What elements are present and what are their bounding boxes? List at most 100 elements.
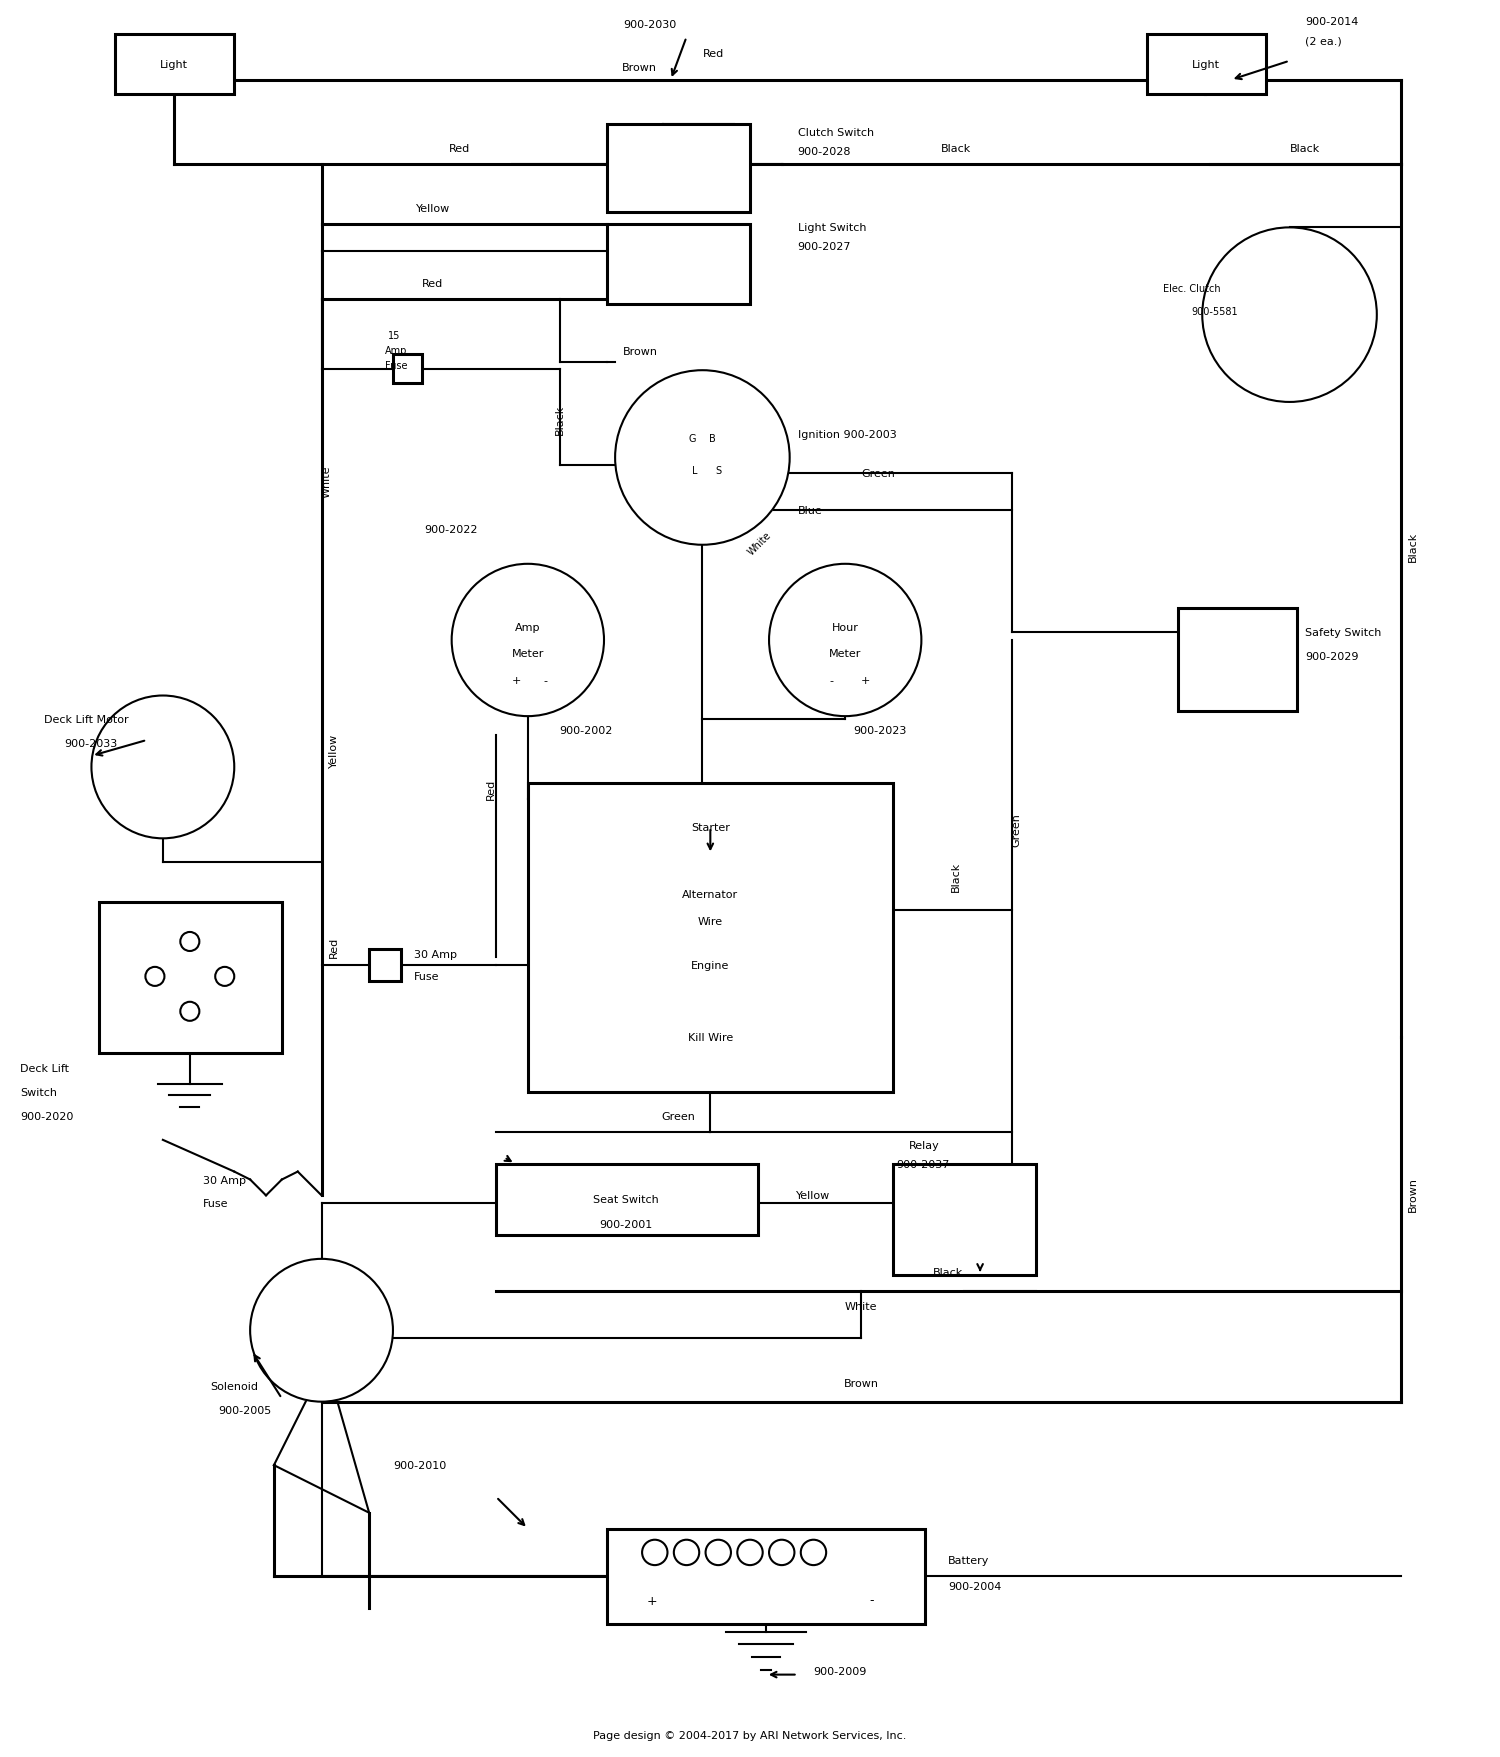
Text: Relay: Relay: [909, 1140, 939, 1149]
Text: Meter: Meter: [512, 648, 544, 659]
Circle shape: [801, 1539, 826, 1565]
Text: 900-2014: 900-2014: [1305, 18, 1359, 26]
Text: Black: Black: [555, 404, 564, 434]
Text: +: +: [861, 675, 870, 685]
Text: Ignition 900-2003: Ignition 900-2003: [798, 429, 897, 439]
Text: Yellow: Yellow: [796, 1191, 831, 1200]
Text: Wire: Wire: [698, 917, 723, 926]
Text: Black: Black: [933, 1267, 963, 1277]
Text: 900-2004: 900-2004: [948, 1581, 1002, 1590]
Text: 30 Amp: 30 Amp: [414, 949, 456, 959]
Text: 900-2037: 900-2037: [896, 1160, 950, 1168]
Circle shape: [180, 1001, 200, 1021]
Text: Black: Black: [1290, 144, 1320, 155]
Text: Brown: Brown: [621, 63, 657, 74]
Text: -: -: [868, 1594, 873, 1606]
Bar: [608, 225, 750, 304]
Text: Light: Light: [1191, 60, 1219, 70]
Text: G    B: G B: [688, 434, 715, 445]
Bar: [369, 951, 400, 982]
Bar: [608, 125, 750, 213]
Circle shape: [738, 1539, 762, 1565]
Text: Red: Red: [486, 778, 496, 799]
Text: Fuse: Fuse: [386, 362, 408, 371]
Circle shape: [642, 1539, 668, 1565]
Text: -: -: [830, 675, 834, 685]
Text: 900-5581: 900-5581: [1191, 307, 1237, 318]
Text: Hour: Hour: [833, 624, 858, 633]
Text: Black: Black: [951, 861, 962, 891]
Text: 900-2029: 900-2029: [1305, 652, 1359, 661]
Text: Seat Switch: Seat Switch: [594, 1193, 658, 1204]
Text: Red: Red: [422, 279, 442, 288]
Text: Engine: Engine: [692, 961, 729, 970]
Text: 15: 15: [388, 330, 400, 341]
Text: Starter: Starter: [692, 822, 730, 833]
Text: Brown: Brown: [843, 1377, 879, 1388]
Circle shape: [92, 696, 234, 838]
Circle shape: [180, 933, 200, 952]
Bar: [892, 1163, 1035, 1276]
Bar: [528, 784, 892, 1093]
Text: Black: Black: [940, 144, 972, 155]
Text: +: +: [646, 1594, 657, 1606]
Text: Page design © 2004-2017 by ARI Network Services, Inc.: Page design © 2004-2017 by ARI Network S…: [594, 1731, 906, 1739]
Circle shape: [674, 1539, 699, 1565]
Text: 30 Amp: 30 Amp: [202, 1175, 246, 1184]
Circle shape: [452, 564, 604, 717]
Bar: [99, 903, 282, 1052]
Text: 900-2002: 900-2002: [560, 726, 614, 736]
Bar: [1146, 35, 1266, 95]
Text: Fuse: Fuse: [414, 972, 440, 982]
Text: (2 ea.): (2 ea.): [1305, 37, 1342, 46]
Text: Meter: Meter: [830, 648, 861, 659]
Circle shape: [214, 968, 234, 986]
Text: Light Switch: Light Switch: [798, 223, 865, 234]
Text: 900-2023: 900-2023: [853, 726, 906, 736]
Text: Black: Black: [1408, 531, 1419, 560]
Text: Solenoid: Solenoid: [210, 1381, 258, 1392]
Text: Clutch Switch: Clutch Switch: [798, 128, 873, 139]
Text: 900-2009: 900-2009: [813, 1666, 867, 1676]
Text: Yellow: Yellow: [328, 733, 339, 768]
Circle shape: [1203, 228, 1377, 402]
Text: 900-2020: 900-2020: [20, 1112, 74, 1121]
Text: Red: Red: [448, 144, 470, 155]
Bar: [1179, 610, 1298, 712]
Circle shape: [770, 1539, 795, 1565]
Text: 900-2028: 900-2028: [798, 148, 850, 156]
Text: Battery: Battery: [948, 1555, 990, 1565]
Text: Elec. Clutch: Elec. Clutch: [1162, 283, 1220, 293]
Text: Red: Red: [328, 936, 339, 958]
Circle shape: [251, 1260, 393, 1402]
Circle shape: [615, 371, 789, 545]
Text: 900-2030: 900-2030: [622, 21, 676, 30]
Circle shape: [146, 968, 165, 986]
Text: 900-2005: 900-2005: [219, 1406, 272, 1414]
Text: Amp: Amp: [514, 624, 540, 633]
Text: 900-2001: 900-2001: [600, 1219, 652, 1230]
Text: Brown: Brown: [622, 346, 658, 357]
Text: 900-2022: 900-2022: [424, 525, 478, 534]
Text: Kill Wire: Kill Wire: [687, 1031, 734, 1042]
Text: Deck Lift Motor: Deck Lift Motor: [44, 715, 129, 726]
Text: Light: Light: [160, 60, 188, 70]
Bar: [393, 355, 422, 383]
Text: -: -: [543, 675, 548, 685]
Text: White: White: [321, 466, 332, 497]
Text: Amp: Amp: [386, 346, 408, 355]
Text: +: +: [512, 675, 522, 685]
Circle shape: [770, 564, 921, 717]
Text: 900-2010: 900-2010: [393, 1460, 445, 1471]
Text: White: White: [747, 529, 774, 557]
Text: Alternator: Alternator: [682, 889, 738, 900]
Text: Switch: Switch: [20, 1088, 57, 1098]
Circle shape: [705, 1539, 730, 1565]
Text: Yellow: Yellow: [416, 204, 450, 214]
Text: Safety Switch: Safety Switch: [1305, 627, 1382, 638]
Text: Green: Green: [1011, 813, 1022, 847]
Text: L: L: [692, 466, 698, 476]
Text: White: White: [844, 1302, 877, 1312]
Bar: [496, 1163, 758, 1235]
Text: Green: Green: [662, 1112, 696, 1121]
